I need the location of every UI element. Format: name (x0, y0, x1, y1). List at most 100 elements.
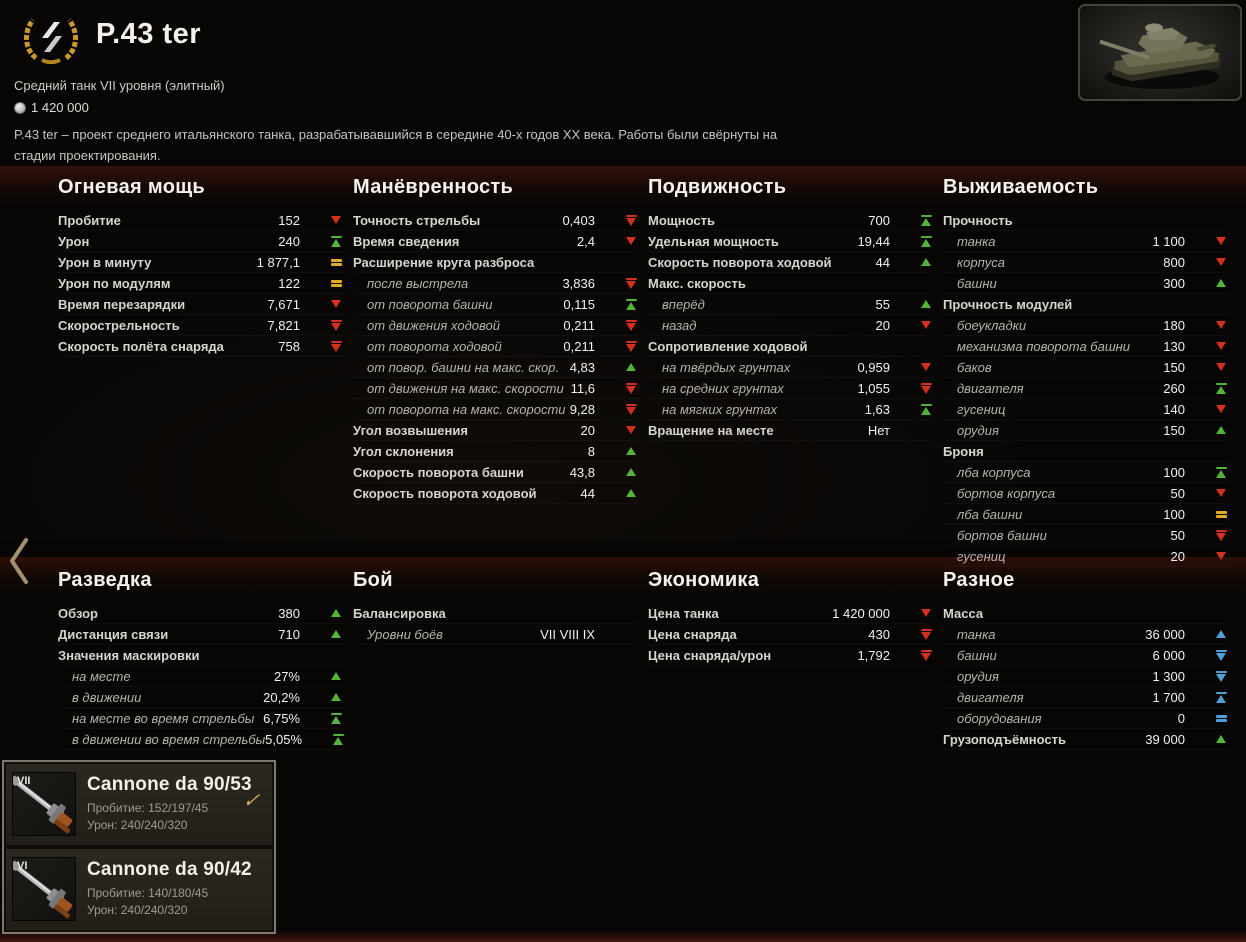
indicator-triangle-shape (331, 238, 341, 247)
indicator-bar-shape (1215, 714, 1227, 718)
indicator-up-icon (1213, 426, 1229, 434)
indicator-down-icon (1213, 237, 1229, 245)
indicator-triangle-shape (333, 736, 344, 745)
stat-label: на средних грунтах (662, 380, 784, 396)
stats-section-economy: Экономика Цена танка 1 420 000 Цена снаряда… (648, 569, 934, 750)
indicator-bar-shape (1215, 691, 1227, 694)
stat-row: Мощность 700 (648, 210, 934, 231)
tank-description: P.43 ter – проект среднего итальянского … (14, 127, 778, 163)
stat-label: Точность стрельбы (353, 212, 481, 228)
indicator-triangle-shape (626, 468, 636, 476)
indicator-avg-icon (1213, 510, 1229, 518)
indicator-triangle-shape (1216, 694, 1226, 703)
indicator-down-icon (1213, 321, 1229, 329)
indicator-triangle-shape (921, 609, 931, 617)
stat-label: Скорость поворота башни (353, 464, 524, 480)
section-title: Разведка (58, 569, 152, 591)
stat-label: Время перезарядки (58, 296, 186, 312)
stat-label: механизма поворота башни (957, 338, 1131, 354)
stat-row: орудия 1 300 (943, 666, 1229, 687)
indicator-b-min-icon (1213, 670, 1229, 682)
stat-row: Броня (943, 441, 1229, 462)
stat-value: 0,403 (562, 212, 595, 228)
gun-icon (13, 775, 73, 834)
stat-label: Грузоподъёмность (943, 731, 1067, 747)
stat-value: 100 (1163, 506, 1185, 522)
indicator-bar-shape (330, 319, 342, 322)
indicator-up-icon (1213, 735, 1229, 743)
stat-label: корпуса (957, 254, 1005, 270)
stat-row: Урон по модулям 122 (58, 273, 344, 294)
stat-row: Время перезарядки 7,671 (58, 294, 344, 315)
stat-row: двигателя 1 700 (943, 687, 1229, 708)
indicator-triangle-shape (626, 489, 636, 497)
indicator-bar-shape (625, 214, 637, 217)
section-title: Подвижность (648, 176, 787, 198)
indicator-bar-shape (625, 319, 637, 322)
stat-label: гусениц (957, 401, 1006, 417)
indicator-triangle-shape (1216, 237, 1226, 245)
indicator-max-icon (1213, 382, 1229, 394)
module-item[interactable]: VII Cannone da 90/53 Пробитие: 152/197/45 У… (6, 764, 272, 845)
indicator-max-icon (328, 235, 344, 247)
module-damage-line: Урон: 240/240/320 (87, 817, 188, 832)
stat-value: 4,83 (569, 359, 595, 375)
stat-value: 19,44 (857, 233, 890, 249)
indicator-triangle-shape (1216, 321, 1226, 329)
stat-label: боеукладки (957, 317, 1027, 333)
stat-row: орудия 150 (943, 420, 1229, 441)
indicator-triangle-shape (1216, 426, 1226, 434)
indicator-bar-shape (920, 628, 932, 631)
tank-type-subtitle: Средний танк VII уровня (элитный) (14, 78, 225, 93)
stat-row: Расширение круга разброса (353, 252, 639, 273)
indicator-triangle-shape (921, 258, 931, 266)
stat-row: Угол склонения 8 (353, 441, 639, 462)
section-title: Манёвренность (353, 176, 514, 198)
stat-row: Угол возвышения 20 (353, 420, 639, 441)
stats-section-maneuverability: Манёвренность Точность стрельбы 0,403 Время… (353, 176, 639, 567)
module-icon-tile: VII (12, 772, 76, 836)
indicator-min-icon (623, 277, 639, 289)
indicator-triangle-shape (1216, 342, 1226, 350)
stat-value: 152 (278, 212, 300, 228)
stat-value: 0,959 (857, 359, 890, 375)
indicator-triangle-shape (626, 447, 636, 455)
indicator-triangle-shape (626, 385, 636, 394)
stat-row: Цена снаряда/урон 1,792 (648, 645, 934, 666)
stat-label: Сопротивление ходовой (648, 338, 808, 354)
indicator-min-icon (623, 319, 639, 331)
stat-row: оборудования 0 (943, 708, 1229, 729)
back-chevron-button[interactable] (6, 536, 32, 586)
stat-value: 7,821 (267, 317, 300, 333)
stat-value: 7,671 (267, 296, 300, 312)
indicator-triangle-shape (331, 715, 341, 724)
stat-label: от движения на макс. скорости (367, 380, 564, 396)
stat-value: 50 (1170, 485, 1185, 501)
stat-row: баков 150 (943, 357, 1229, 378)
stat-value: 240 (278, 233, 300, 249)
indicator-min-icon (918, 382, 934, 394)
stat-label: Броня (943, 443, 984, 459)
stat-value: 260 (1163, 380, 1185, 396)
stat-row: Скорость полёта снаряда 758 (58, 336, 344, 357)
stat-label: башни (957, 275, 997, 291)
stats-section-firepower: Огневая мощь Пробитие 152 Урон 240 Урон в мин… (58, 176, 344, 567)
indicator-triangle-shape (921, 363, 931, 371)
module-penetration-line: Пробитие: 152/197/45 (87, 801, 209, 815)
module-damage-line: Урон: 240/240/320 (87, 902, 188, 917)
indicator-bar-shape (330, 340, 342, 343)
indicator-triangle-shape (1216, 673, 1226, 682)
indicator-up-icon (918, 258, 934, 266)
stat-row: на средних грунтах 1,055 (648, 378, 934, 399)
stat-label: Удельная мощность (648, 233, 779, 249)
stat-value: 430 (868, 626, 890, 642)
stat-row: Дистанция связи 710 (58, 624, 344, 645)
stats-grid: Разведка Обзор 380 Дистанция связи 710 Значен… (58, 569, 1229, 750)
indicator-triangle-shape (331, 300, 341, 308)
stat-value: 150 (1163, 359, 1185, 375)
stat-row: Сопротивление ходовой (648, 336, 934, 357)
module-item[interactable]: VI Cannone da 90/42 Пробитие: 140/180/45 Ур… (6, 849, 272, 930)
stat-label: Скорость полёта снаряда (58, 338, 224, 354)
indicator-triangle-shape (626, 217, 636, 226)
stat-value: 55 (875, 296, 890, 312)
